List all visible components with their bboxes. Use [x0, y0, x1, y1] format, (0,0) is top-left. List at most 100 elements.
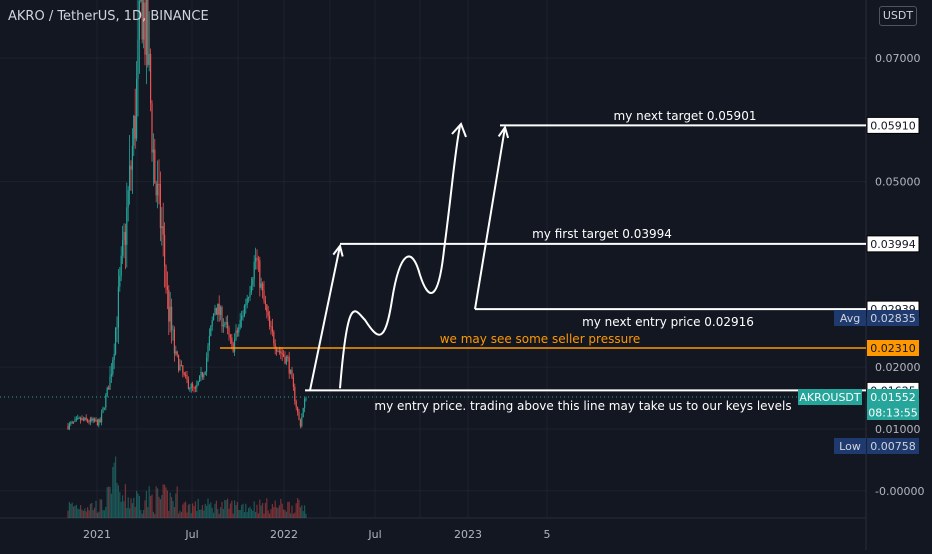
candle-body	[96, 420, 98, 426]
candle-body	[159, 183, 161, 229]
volume-bar	[187, 504, 189, 518]
candle-body	[166, 286, 168, 290]
volume-bar	[67, 510, 69, 518]
volume-bar	[80, 505, 82, 518]
volume-bar	[183, 502, 185, 518]
candle-body	[113, 354, 115, 360]
volume-bar	[82, 510, 84, 518]
avg-label-badge-bg	[834, 310, 866, 326]
volume-bar	[298, 499, 300, 518]
entry-label: my entry price. trading above this line …	[374, 399, 791, 413]
volume-bar	[152, 511, 154, 518]
volume-bar	[259, 499, 261, 518]
candle-body	[152, 149, 154, 153]
candle-body	[245, 304, 247, 306]
volume-bar	[232, 513, 234, 518]
volume-bar	[105, 506, 107, 518]
volume-bar	[290, 513, 292, 518]
volume-bar	[171, 497, 173, 518]
volume-bar	[196, 510, 198, 518]
candle-body	[136, 78, 138, 139]
candle-body	[235, 330, 237, 340]
seller-pressure-price-badge-bg	[867, 339, 919, 356]
volume-bar	[138, 495, 140, 518]
volume-bar	[179, 510, 181, 518]
volume-bar	[225, 500, 227, 518]
volume-bar	[84, 508, 86, 518]
volume-bar	[109, 486, 111, 518]
candle-body	[262, 283, 264, 291]
volume-bar	[71, 502, 73, 518]
candle-body	[194, 387, 196, 389]
volume-bar	[257, 513, 259, 518]
volume-bar	[145, 490, 147, 518]
x-tick-label: 2021	[83, 528, 111, 541]
candle-body	[119, 275, 121, 287]
candle-body	[295, 401, 297, 408]
projected-path-head	[451, 122, 467, 138]
candle-body	[285, 356, 287, 364]
candle-body	[99, 419, 101, 423]
volume-bar	[295, 503, 297, 518]
candle-body	[246, 298, 248, 305]
volume-bar	[120, 501, 122, 518]
candle-body	[162, 226, 164, 235]
volume-bar	[234, 500, 236, 518]
volume-bar	[130, 498, 132, 518]
candle-body	[259, 260, 261, 288]
candle-body	[180, 364, 182, 366]
volume-bar	[127, 497, 129, 518]
candle-body	[175, 351, 177, 354]
last-price-badge-text: 0.01552	[870, 391, 916, 404]
volume-bar	[88, 510, 90, 518]
candle-body	[297, 407, 299, 412]
volume-bar	[134, 506, 136, 518]
candle-body	[143, 2, 145, 40]
annotations: my next target 0.05901 my first target 0.…	[0, 109, 866, 413]
next-entry-to-target-arrow	[474, 127, 506, 310]
candle-body	[274, 343, 276, 349]
candle-body	[94, 418, 96, 422]
volume-bar	[85, 511, 87, 518]
candle-body	[106, 387, 108, 396]
candle-body	[241, 315, 243, 320]
volume-bar	[141, 513, 143, 518]
volume-bar	[262, 503, 264, 518]
x-tick-label: 2022	[270, 528, 298, 541]
candles	[67, 0, 307, 431]
candle-body	[129, 165, 131, 191]
candle-body	[134, 115, 136, 139]
candle-body	[211, 320, 213, 327]
candle-body	[71, 421, 73, 423]
ticker-badge: AKROUSDT	[798, 389, 862, 405]
volume-bar	[242, 503, 244, 518]
candle-body	[291, 369, 293, 378]
candle-body	[110, 374, 112, 377]
currency-button[interactable]: USDT	[879, 6, 917, 26]
y-tick-label: 0.02000	[875, 361, 921, 374]
volume-bar	[172, 500, 174, 518]
candle-body	[253, 261, 255, 280]
avg-value-badge-bg	[867, 310, 919, 326]
candle-body	[260, 283, 262, 288]
volume-bar	[246, 511, 248, 518]
seller-pressure-price-badge: 0.02310	[867, 339, 919, 356]
volume-bar	[204, 503, 206, 518]
candle-body	[147, 0, 149, 65]
low-value-badge-text: 0.00758	[870, 440, 916, 453]
candle-body	[178, 355, 180, 371]
volume-bar	[175, 493, 177, 518]
volume-bar	[102, 510, 104, 518]
low-label-badge-text: Low	[839, 440, 861, 453]
candle-body	[203, 374, 205, 378]
volume-bar	[199, 509, 201, 518]
low-value-badge-bg	[867, 438, 919, 454]
volume-bar	[213, 512, 215, 518]
candle-body	[112, 359, 114, 375]
volume-bar	[140, 509, 142, 518]
volume-bar	[148, 486, 150, 518]
volume-bar	[108, 486, 110, 518]
countdown-badge: 08:13:55	[867, 405, 919, 420]
